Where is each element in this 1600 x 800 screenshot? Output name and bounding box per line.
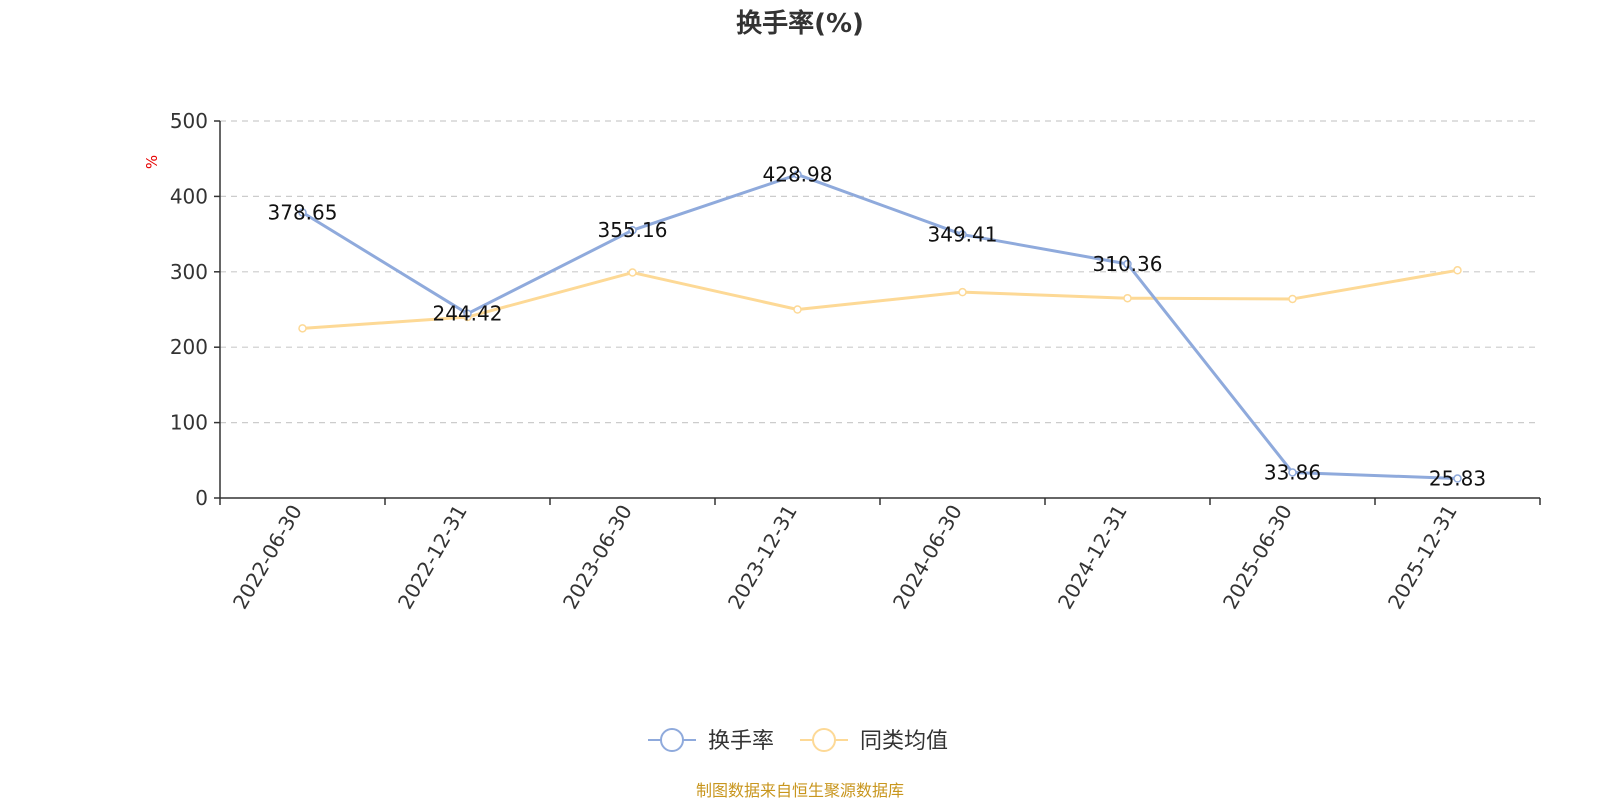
legend-label: 同类均值 (860, 729, 948, 754)
data-point (298, 208, 307, 217)
data-point (628, 268, 637, 277)
data-label: 355.16 (598, 218, 668, 242)
data-point (958, 230, 967, 239)
data-point (1123, 259, 1132, 269)
x-tick-label: 2025-06-30 (1218, 501, 1297, 614)
x-tick-label: 2025-12-31 (1383, 501, 1462, 614)
x-tick-label: 2023-12-31 (723, 501, 802, 614)
x-tick-label: 2022-12-31 (393, 501, 472, 614)
data-label: 378.65 (268, 200, 338, 224)
y-tick-label: 0 (195, 486, 208, 510)
data-point (628, 225, 637, 235)
series-line (302, 268, 1458, 330)
legend-circle-icon (660, 728, 684, 752)
data-point (298, 324, 307, 333)
x-tick-label: 2024-12-31 (1053, 501, 1132, 614)
data-point (958, 287, 967, 297)
chart-title: 换手率(%) (736, 8, 864, 39)
data-point (1123, 293, 1132, 303)
legend-label: 换手率 (708, 729, 774, 754)
series-line (301, 173, 1458, 481)
axes: 0 100 200 300 400 500 2022-06-30 2022-12-31 2023… (170, 109, 1541, 614)
data-point (463, 309, 472, 318)
legend-circle-icon (812, 728, 836, 752)
data-label: 244.42 (433, 302, 503, 326)
series-lines (298, 170, 1462, 483)
data-label: 349.41 (928, 223, 998, 247)
legend-item[interactable]: 同类均值 (800, 728, 948, 754)
data-point (1453, 474, 1462, 483)
grid-lines (220, 120, 1540, 424)
y-axis-unit: % (143, 155, 161, 169)
data-point (1453, 266, 1462, 275)
x-tick-label: 2022-06-30 (228, 501, 307, 614)
data-label: 310.36 (1093, 252, 1163, 276)
data-label: 33.86 (1264, 460, 1321, 484)
data-point (1288, 468, 1297, 477)
data-label: 428.98 (763, 163, 833, 187)
data-point (1288, 294, 1297, 304)
source-note: 制图数据来自恒生聚源数据库 (696, 781, 904, 800)
y-tick-label: 100 (170, 411, 208, 435)
y-tick-label: 200 (170, 335, 208, 359)
x-tick-label: 2024-06-30 (888, 501, 967, 614)
data-labels: 378.65 244.42 355.16 428.98 349.41 310.36 33.8… (268, 163, 1487, 491)
x-tick-label: 2023-06-30 (558, 501, 637, 614)
y-tick-label: 500 (170, 109, 208, 133)
legend[interactable]: 换手率 同类均值 (648, 728, 948, 754)
data-point (793, 170, 802, 179)
y-tick-label: 300 (170, 260, 208, 284)
data-label: 25.83 (1429, 467, 1486, 491)
y-tick-label: 400 (170, 184, 208, 208)
legend-item[interactable]: 换手率 (648, 728, 774, 754)
data-point (793, 305, 802, 314)
